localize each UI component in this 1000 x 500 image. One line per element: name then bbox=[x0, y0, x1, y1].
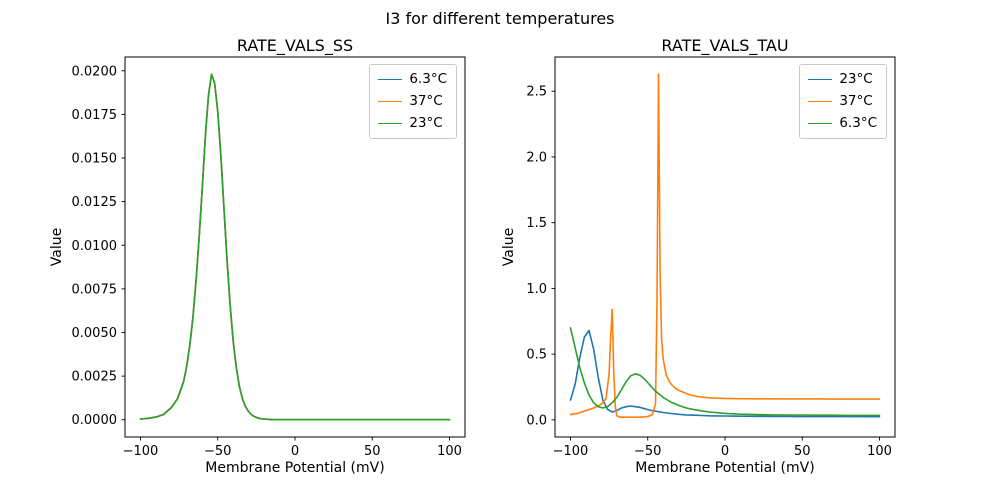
subplot-title-rate-vals-ss: RATE_VALS_SS bbox=[236, 36, 354, 55]
legend-line-sample bbox=[378, 100, 403, 102]
series-line-37C bbox=[569, 73, 881, 419]
legend-item: 6.3°C bbox=[808, 114, 877, 132]
x-tick-label: −50 bbox=[634, 444, 661, 459]
series-line-6.3C bbox=[569, 326, 881, 417]
legend-line-sample bbox=[808, 122, 833, 124]
y-tick-label: 2.0 bbox=[526, 150, 547, 165]
axes-frame bbox=[554, 56, 896, 438]
x-tick-label: 50 bbox=[794, 444, 811, 459]
y-tick-label: 0.0175 bbox=[72, 108, 118, 123]
y-tick-label: 0.0075 bbox=[72, 282, 118, 297]
x-tick-label: −50 bbox=[204, 444, 231, 459]
legend-label: 37°C bbox=[839, 93, 873, 109]
legend-item: 37°C bbox=[808, 92, 877, 110]
legend-item: 6.3°C bbox=[378, 70, 447, 88]
x-tick-label: 50 bbox=[364, 444, 381, 459]
legend-line-sample bbox=[808, 78, 833, 80]
y-tick-label: 0.0 bbox=[526, 413, 547, 428]
legend-line-sample bbox=[808, 100, 833, 102]
y-tick-label: 0.0150 bbox=[72, 152, 118, 167]
x-tick-label: 100 bbox=[437, 444, 462, 459]
figure-title: I3 for different temperatures bbox=[385, 9, 615, 28]
y-tick-label: 2.5 bbox=[526, 85, 547, 100]
legend-line-sample bbox=[378, 78, 403, 80]
y-tick-label: 0.5 bbox=[526, 348, 547, 363]
legend: 23°C 37°C 6.3°C bbox=[799, 64, 887, 139]
legend-line-sample bbox=[378, 122, 403, 124]
series-line-23C bbox=[569, 329, 881, 418]
x-axis-label-right: Membrane Potential (mV) bbox=[635, 460, 815, 476]
y-tick-label: 0.0100 bbox=[72, 239, 118, 254]
y-tick-label: 1.0 bbox=[526, 282, 547, 297]
y-tick-label: 0.0125 bbox=[72, 195, 118, 210]
x-tick-label: 0 bbox=[721, 444, 729, 459]
legend-label: 37°C bbox=[409, 93, 443, 109]
y-tick-label: 0.0000 bbox=[72, 413, 118, 428]
x-tick-label: −100 bbox=[123, 444, 159, 459]
x-tick-label: 100 bbox=[867, 444, 892, 459]
legend: 6.3°C 37°C 23°C bbox=[369, 64, 457, 139]
subplot-title-rate-vals-tau: RATE_VALS_TAU bbox=[661, 36, 789, 55]
y-tick-label: 0.0200 bbox=[72, 64, 118, 79]
x-tick-label: 0 bbox=[291, 444, 299, 459]
axes-frame bbox=[124, 56, 466, 438]
y-tick-label: 0.0050 bbox=[72, 326, 118, 341]
y-tick-label: 0.0025 bbox=[72, 370, 118, 385]
series-line-23C bbox=[139, 73, 451, 421]
legend-item: 23°C bbox=[808, 70, 877, 88]
legend-label: 23°C bbox=[839, 71, 873, 87]
x-axis-label-left: Membrane Potential (mV) bbox=[205, 460, 385, 476]
legend-item: 23°C bbox=[378, 114, 447, 132]
legend-label: 23°C bbox=[409, 115, 443, 131]
x-tick-label: −100 bbox=[553, 444, 589, 459]
legend-item: 37°C bbox=[378, 92, 447, 110]
legend-label: 6.3°C bbox=[839, 115, 877, 131]
legend-label: 6.3°C bbox=[409, 71, 447, 87]
y-tick-label: 1.5 bbox=[526, 216, 547, 231]
